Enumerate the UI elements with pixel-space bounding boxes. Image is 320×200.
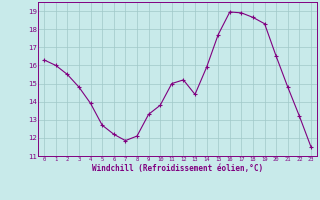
X-axis label: Windchill (Refroidissement éolien,°C): Windchill (Refroidissement éolien,°C) <box>92 164 263 173</box>
